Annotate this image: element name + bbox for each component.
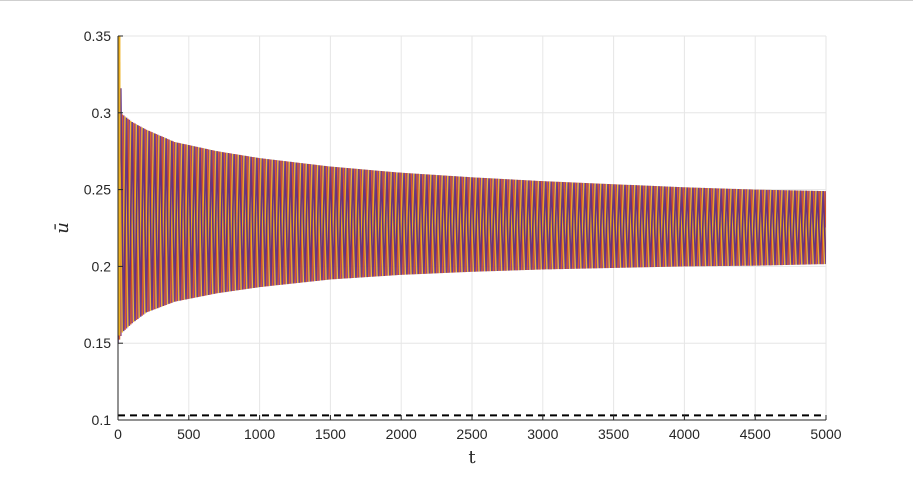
- axes: [117, 35, 827, 421]
- x-tick-label: 4000: [669, 426, 700, 442]
- x-tick-label: 3500: [598, 426, 629, 442]
- y-axis-label: ū: [52, 222, 73, 234]
- y-tick-label: 0.35: [84, 28, 111, 44]
- y-tick-label: 0.3: [92, 105, 112, 121]
- x-tick-label: 1000: [244, 426, 275, 442]
- y-tick-label: 0.1: [92, 412, 112, 428]
- data-series-layer: [118, 36, 826, 344]
- data-series-4: [118, 88, 826, 344]
- x-axis-label: t: [468, 447, 476, 468]
- x-tick-label: 4500: [740, 426, 771, 442]
- x-tick-labels: 0 500 1000 1500 2000 2500 3000 3500 4000 4500 5000: [114, 426, 842, 442]
- x-tick-label: 2000: [386, 426, 417, 442]
- x-tick-label: 0: [114, 426, 122, 442]
- x-tick-label: 500: [177, 426, 201, 442]
- x-tick-label: 1500: [315, 426, 346, 442]
- y-tick-label: 0.25: [84, 182, 111, 198]
- x-tick-label: 5000: [810, 426, 841, 442]
- x-tick-label: 3000: [527, 426, 558, 442]
- x-tick-label: 2500: [456, 426, 487, 442]
- y-tick-label: 0.2: [92, 258, 112, 274]
- y-tick-labels: 0.1 0.15 0.2 0.25 0.3 0.35: [84, 28, 111, 428]
- top-border: [0, 0, 913, 1]
- y-tick-label: 0.15: [84, 335, 111, 351]
